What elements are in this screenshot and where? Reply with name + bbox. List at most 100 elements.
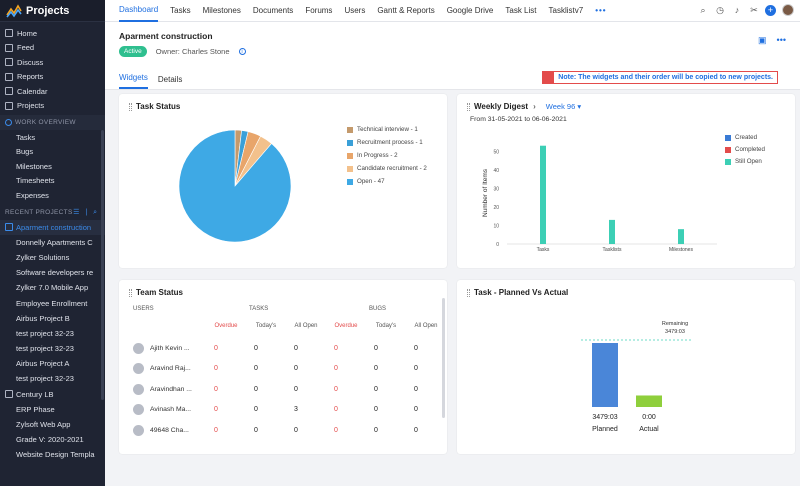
recent-project-item[interactable]: Zylsoft Web App — [0, 417, 105, 432]
sidebar-item-calendar[interactable]: Calendar — [0, 84, 105, 99]
week-selector[interactable]: Week 96 ▾ — [545, 102, 582, 111]
sidebar-item-home[interactable]: Home — [0, 26, 105, 41]
sidebar-item-discuss[interactable]: Discuss — [0, 55, 105, 70]
user-name[interactable]: 49648 Cha... — [150, 426, 189, 434]
drag-handle-icon[interactable] — [129, 102, 132, 111]
add-button[interactable]: + — [765, 4, 776, 16]
table-cell[interactable]: 0 — [254, 406, 258, 413]
table-cell[interactable]: 0 — [254, 344, 258, 352]
timer-icon[interactable]: ◷ — [716, 4, 724, 15]
tab-widgets[interactable]: Widgets — [119, 73, 148, 89]
table-cell[interactable]: 0 — [254, 385, 258, 393]
table-cell[interactable]: 0 — [334, 426, 338, 434]
recent-project-item[interactable]: ERP Phase — [0, 402, 105, 417]
tab-task-list[interactable]: Task List — [505, 6, 537, 15]
recent-project-item[interactable]: Zylker 7.0 Mobile App — [0, 280, 105, 295]
table-cell[interactable]: 0 — [334, 344, 338, 352]
chevron-right-icon[interactable]: › — [533, 102, 536, 111]
tab-more[interactable]: ••• — [595, 6, 607, 15]
recent-project-item[interactable]: test project 32-23 — [0, 326, 105, 341]
user-avatar[interactable] — [782, 4, 794, 16]
drag-handle-icon[interactable] — [467, 102, 470, 111]
sidebar-item-expenses[interactable]: Expenses — [0, 188, 105, 203]
recent-project-item[interactable]: Aparment construction — [0, 219, 105, 235]
table-cell[interactable]: 0 — [254, 426, 258, 434]
user-name[interactable]: Ajith Kevin ... — [150, 344, 190, 352]
recent-project-item[interactable]: Zylker Solutions — [0, 250, 105, 265]
recent-project-item[interactable]: Airbus Project B — [0, 311, 105, 326]
tab-google-drive[interactable]: Google Drive — [446, 6, 494, 15]
table-cell[interactable]: 0 — [334, 365, 338, 372]
tab-users[interactable]: Users — [344, 6, 366, 15]
recent-project-item[interactable]: Donnelly Apartments C — [0, 235, 105, 250]
sidebar-item-reports[interactable]: Reports — [0, 70, 105, 85]
drag-handle-icon[interactable] — [129, 288, 132, 297]
table-cell[interactable]: 0 — [414, 365, 418, 372]
legend-item[interactable]: Technical interview - 1 — [347, 126, 418, 133]
sidebar-item-projects[interactable]: Projects — [0, 99, 105, 114]
table-cell[interactable]: 3 — [294, 406, 298, 413]
recent-project-item[interactable]: Airbus Project A — [0, 356, 105, 371]
bar-tasks-still-open[interactable] — [540, 145, 546, 244]
tab-tasklistv7[interactable]: Tasklistv7 — [548, 6, 584, 15]
table-cell[interactable]: 0 — [214, 385, 218, 393]
table-cell[interactable]: 0 — [414, 426, 418, 434]
recent-project-item[interactable]: Employee Enrollment — [0, 295, 105, 310]
legend-item[interactable]: Completed — [725, 146, 765, 153]
table-cell[interactable]: 0 — [214, 426, 218, 434]
recent-project-item[interactable]: Software developers re — [0, 265, 105, 280]
tab-details[interactable]: Details — [157, 75, 183, 84]
tab-dashboard[interactable]: Dashboard — [119, 0, 159, 22]
table-cell[interactable]: 0 — [374, 385, 378, 393]
status-badge[interactable]: Active — [119, 46, 147, 57]
legend-item[interactable]: Candidate recruitment - 2 — [347, 165, 427, 172]
legend-item[interactable]: Recruitment process - 1 — [347, 139, 423, 146]
recent-project-item[interactable]: Century LB — [0, 387, 105, 402]
table-cell[interactable]: 0 — [294, 365, 298, 372]
bar-tasklists-still-open[interactable] — [609, 219, 615, 244]
table-cell[interactable]: 0 — [294, 426, 298, 434]
table-cell[interactable]: 0 — [374, 426, 378, 434]
legend-item[interactable]: Created — [725, 134, 757, 141]
user-name[interactable]: Aravind Raj... — [150, 365, 191, 372]
sidebar-item-bugs[interactable]: Bugs — [0, 145, 105, 160]
table-cell[interactable]: 0 — [334, 406, 338, 413]
table-cell[interactable]: 0 — [414, 385, 418, 393]
recent-project-item[interactable]: test project 32-23 — [0, 341, 105, 356]
tools-icon[interactable]: ✂ — [750, 4, 758, 15]
bar-actual[interactable] — [636, 395, 662, 407]
sidebar-item-milestones[interactable]: Milestones — [0, 159, 105, 174]
user-name[interactable]: Aravindhan ... — [150, 385, 192, 393]
table-cell[interactable]: 0 — [414, 344, 418, 352]
tab-milestones[interactable]: Milestones — [202, 6, 241, 15]
pie-slice-open[interactable] — [178, 129, 292, 243]
table-cell[interactable]: 0 — [214, 365, 218, 372]
table-cell[interactable]: 0 — [374, 344, 378, 352]
recent-project-item[interactable]: Website Design Templa — [0, 447, 105, 462]
user-name[interactable]: Avinash Ma... — [150, 406, 192, 413]
table-cell[interactable]: 0 — [294, 385, 298, 393]
legend-item[interactable]: In Progress - 2 — [347, 152, 398, 159]
recent-project-item[interactable]: test project 32-23 — [0, 371, 105, 386]
table-cell[interactable]: 0 — [214, 344, 218, 352]
info-icon[interactable]: i — [238, 48, 246, 55]
search-icon[interactable]: ⌕ — [700, 4, 706, 15]
sidebar-item-feed[interactable]: Feed — [0, 41, 105, 56]
brand[interactable]: Projects — [0, 0, 105, 22]
sidebar-item-tasks[interactable]: Tasks — [0, 130, 105, 145]
table-cell[interactable]: 0 — [374, 365, 378, 372]
table-cell[interactable]: 0 — [374, 406, 378, 413]
table-cell[interactable]: 0 — [214, 406, 218, 413]
tab-documents[interactable]: Documents — [252, 6, 294, 15]
more-options-icon[interactable]: ••• — [776, 35, 786, 45]
tab-gantt-reports[interactable]: Gantt & Reports — [377, 6, 435, 15]
calendar-icon[interactable]: ▣ — [758, 35, 767, 45]
drag-handle-icon[interactable] — [467, 288, 470, 297]
bar-milestones-still-open[interactable] — [678, 229, 684, 244]
recent-projects-tools-icon[interactable]: ☰ | ⌕ — [73, 208, 99, 216]
bell-icon[interactable]: ♪ — [734, 5, 740, 15]
bar-planned[interactable] — [592, 343, 618, 407]
table-cell[interactable]: 0 — [414, 406, 418, 413]
legend-item[interactable]: Still Open — [725, 158, 762, 165]
tab-tasks[interactable]: Tasks — [170, 6, 191, 15]
